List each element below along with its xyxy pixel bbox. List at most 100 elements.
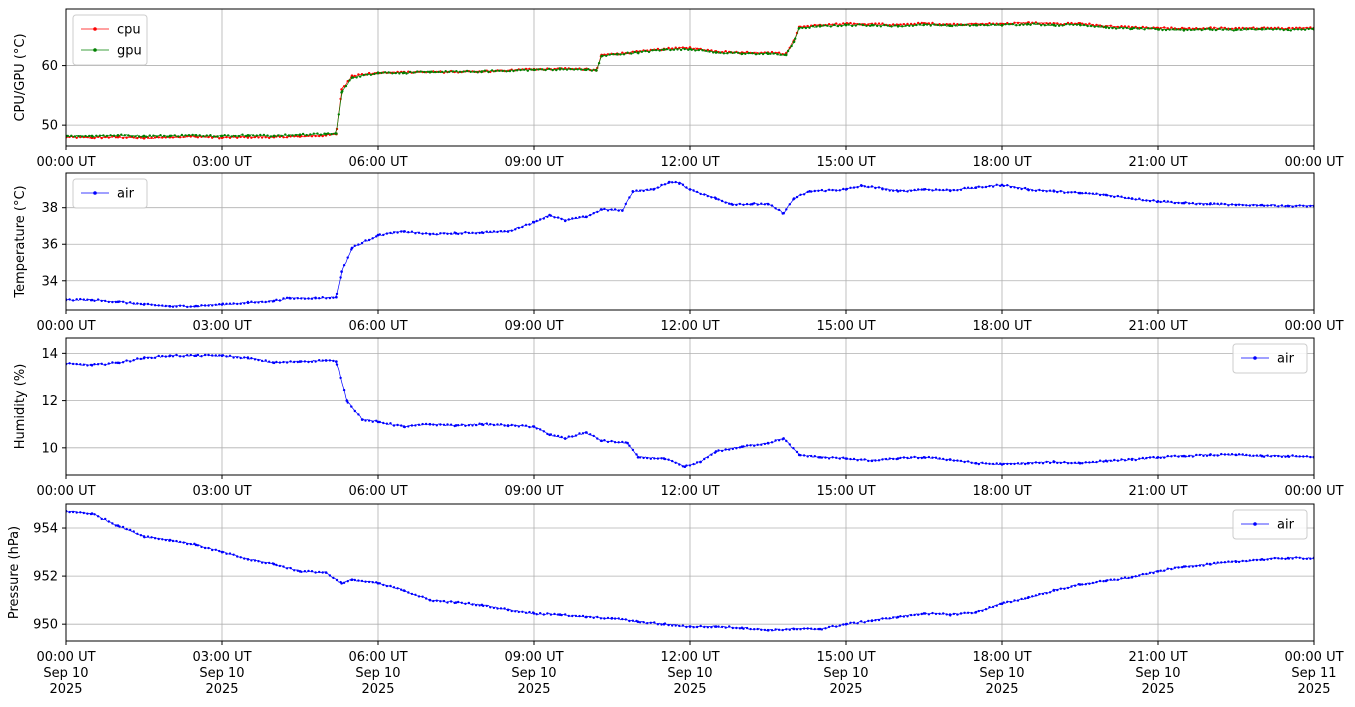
data-point xyxy=(1241,559,1244,563)
data-point xyxy=(654,48,658,52)
data-point xyxy=(576,68,579,71)
data-point xyxy=(777,208,781,212)
data-point xyxy=(1270,26,1273,30)
data-point xyxy=(929,24,932,27)
data-point xyxy=(802,25,806,28)
data-point xyxy=(769,52,772,55)
data-point xyxy=(412,71,415,74)
data-point xyxy=(1016,187,1020,190)
data-point xyxy=(1273,556,1277,560)
data-point xyxy=(364,419,367,422)
data-point xyxy=(1152,455,1155,459)
data-point xyxy=(979,23,982,27)
data-point xyxy=(346,256,349,259)
data-point xyxy=(571,217,574,220)
data-point xyxy=(590,69,594,72)
data-point xyxy=(421,232,424,235)
data-point xyxy=(678,181,681,185)
data-point xyxy=(565,68,569,71)
data-point xyxy=(877,459,881,462)
data-point xyxy=(367,580,371,584)
data-point xyxy=(572,68,576,71)
data-point xyxy=(695,625,699,629)
data-point xyxy=(997,23,1000,26)
data-point xyxy=(1138,197,1141,200)
data-point xyxy=(1102,193,1105,196)
data-point xyxy=(142,356,146,360)
data-point xyxy=(476,71,479,74)
data-point xyxy=(328,359,332,362)
data-point xyxy=(683,465,687,469)
data-point xyxy=(851,24,854,28)
data-point xyxy=(1309,26,1312,29)
y-axis-label: Pressure (hPa) xyxy=(7,526,22,619)
data-point xyxy=(1026,461,1030,465)
data-point xyxy=(874,22,877,25)
data-point xyxy=(1141,25,1145,29)
data-point xyxy=(933,23,936,26)
data-point xyxy=(467,424,471,427)
data-point xyxy=(345,399,349,402)
data-point xyxy=(660,623,663,626)
data-point xyxy=(1013,186,1016,189)
data-point xyxy=(782,437,785,440)
data-point xyxy=(207,135,210,139)
data-point xyxy=(671,181,674,184)
data-point xyxy=(966,611,970,614)
data-point xyxy=(756,203,759,206)
data-point xyxy=(581,432,585,435)
data-point xyxy=(202,135,205,138)
data-point xyxy=(1095,192,1098,195)
data-point xyxy=(1260,558,1264,561)
data-point xyxy=(282,297,285,300)
data-point xyxy=(385,422,389,425)
data-point xyxy=(603,439,606,442)
data-point xyxy=(1052,23,1056,27)
data-point xyxy=(714,51,718,54)
data-point xyxy=(435,233,438,236)
data-point xyxy=(995,462,998,465)
data-point xyxy=(243,135,246,139)
data-point xyxy=(1280,557,1284,560)
data-point xyxy=(471,603,474,606)
data-point xyxy=(786,49,790,53)
data-point xyxy=(1291,205,1294,208)
data-point xyxy=(792,197,796,200)
data-point xyxy=(489,230,492,233)
xtick-label: 03:00 UT xyxy=(192,155,251,170)
data-point xyxy=(1173,454,1177,457)
data-point xyxy=(662,457,666,460)
data-point xyxy=(426,70,430,74)
xtick-label: 00:00 UT Sep 10 2025 xyxy=(36,650,95,697)
data-point xyxy=(540,68,544,71)
data-point xyxy=(392,586,396,589)
data-point xyxy=(772,52,775,55)
data-point xyxy=(847,23,850,26)
xtick-label: 00:00 UT xyxy=(1284,319,1343,334)
data-point xyxy=(280,134,283,138)
data-point xyxy=(1163,569,1166,572)
data-point xyxy=(1088,582,1091,585)
data-point xyxy=(278,299,282,302)
data-point xyxy=(164,538,167,542)
data-point xyxy=(350,74,354,77)
data-point xyxy=(196,353,200,357)
data-point xyxy=(498,69,501,73)
data-point xyxy=(612,53,615,56)
data-point xyxy=(747,51,750,55)
data-point xyxy=(1280,455,1284,458)
data-point xyxy=(318,297,321,300)
data-point xyxy=(1023,597,1027,600)
data-point xyxy=(712,51,715,54)
data-point xyxy=(1309,204,1312,208)
data-point xyxy=(1109,24,1113,27)
xtick-label: 15:00 UT xyxy=(816,319,875,334)
ytick-label: 60 xyxy=(41,59,58,74)
data-point xyxy=(400,230,403,233)
data-point xyxy=(917,456,920,460)
data-point xyxy=(1006,462,1009,466)
data-point xyxy=(168,354,172,358)
data-point xyxy=(200,355,203,358)
xtick-label: 06:00 UT Sep 10 2025 xyxy=(348,650,407,697)
data-point xyxy=(75,136,78,139)
